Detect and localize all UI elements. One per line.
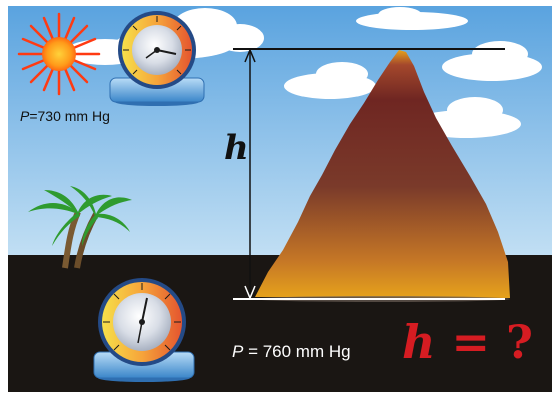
- top-pressure-label: P=730 mm Hg: [20, 108, 110, 124]
- barometer-top-needle: [156, 49, 177, 55]
- height-label: h: [224, 128, 249, 168]
- question-equals: =: [435, 315, 507, 369]
- barometer-top: [109, 11, 205, 106]
- barometer-bottom-needle: [141, 297, 148, 323]
- cloud-right: [442, 41, 542, 81]
- height-arrow-head-up: [244, 48, 256, 63]
- cloud-top-right: [356, 7, 468, 30]
- bottom-pressure-value: = 760 mm Hg: [243, 342, 351, 361]
- barometer-bottom: [93, 278, 195, 382]
- question-variable: h: [402, 315, 436, 369]
- height-arrow-head-down: [244, 285, 256, 300]
- top-pressure-value: =730 mm Hg: [29, 108, 110, 124]
- cloud-left-of-peak: [284, 62, 376, 99]
- mountain: [255, 50, 510, 298]
- top-pressure-symbol: P: [20, 108, 30, 124]
- palm-trees: [28, 186, 132, 269]
- sun: [17, 12, 101, 96]
- height-question: h = ?: [402, 315, 533, 369]
- bottom-pressure-label: P = 760 mm Hg: [232, 342, 351, 362]
- question-mark: ?: [506, 315, 533, 369]
- bottom-pressure-symbol: P: [232, 342, 244, 361]
